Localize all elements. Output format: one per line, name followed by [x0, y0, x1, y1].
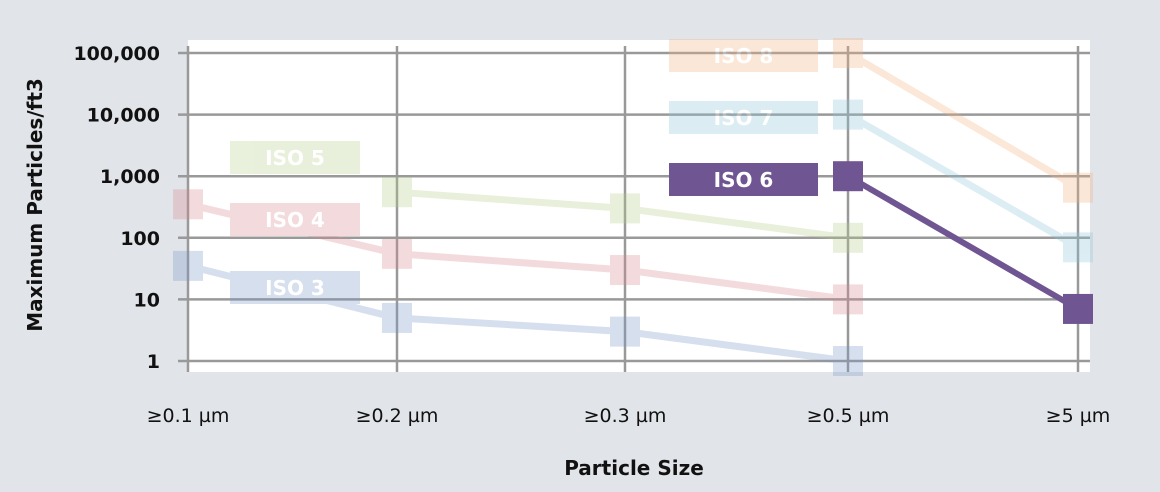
legend-box	[669, 163, 818, 196]
series-line	[846, 173, 1080, 312]
x-tick-label: ≥0.5 µm	[807, 405, 890, 427]
data-point	[833, 222, 863, 253]
data-point	[833, 161, 863, 192]
series-iso-4: ISO 4	[173, 189, 863, 315]
y-tick-label: 100,000	[73, 43, 160, 65]
x-tick-labels: ≥0.1 µm ≥0.2 µm ≥0.3 µm ≥0.5 µm ≥5 µm	[147, 405, 1111, 427]
data-point	[1063, 232, 1093, 263]
y-tick-labels: 1 10 100 1,000 10,000 100,000	[73, 43, 160, 373]
data-point	[610, 193, 640, 224]
legend-label: ISO 3	[265, 276, 325, 300]
data-point	[610, 316, 640, 347]
series-line	[846, 49, 1080, 191]
x-tick-label: ≥0.2 µm	[356, 405, 439, 427]
legend-label: ISO 5	[265, 146, 325, 170]
data-point	[382, 302, 412, 333]
legend-box	[669, 101, 818, 134]
y-tick-label: 1	[147, 351, 160, 373]
data-point	[173, 189, 203, 220]
data-point	[610, 255, 640, 286]
y-tick-label: 1,000	[100, 166, 160, 188]
series-iso-8: ISO 8	[669, 38, 1093, 203]
data-point	[1063, 293, 1093, 324]
data-point	[833, 38, 863, 68]
series-line	[846, 111, 1080, 251]
y-tick-label: 100	[120, 228, 160, 250]
series-line	[187, 262, 849, 365]
legend-box	[669, 39, 818, 72]
legend-label: ISO 7	[714, 106, 774, 130]
legend-box	[230, 141, 360, 174]
x-tick-label: ≥0.1 µm	[147, 405, 230, 427]
y-axis-label: Maximum Particles/ft3	[23, 78, 47, 332]
series-line	[187, 200, 849, 303]
data-point	[382, 177, 412, 208]
legend-label: ISO 8	[714, 44, 774, 68]
x-axis-label: Particle Size	[564, 456, 704, 480]
data-point	[1063, 172, 1093, 203]
series-iso-3: ISO 3	[173, 250, 863, 376]
series-iso-7: ISO 7	[669, 99, 1093, 263]
data-point	[833, 284, 863, 315]
data-point	[173, 250, 203, 281]
series-iso-6: ISO 6	[669, 161, 1093, 324]
y-tick-label: 10	[134, 289, 160, 311]
legend-box	[230, 271, 360, 304]
x-tick-label: ≥0.3 µm	[584, 405, 667, 427]
data-point	[833, 346, 863, 376]
series-iso-5: ISO 5	[230, 141, 863, 253]
plot-area	[188, 40, 1090, 372]
data-point	[833, 99, 863, 130]
legend-box	[230, 203, 360, 236]
legend-label: ISO 6	[714, 168, 774, 192]
series-group: ISO 3 ISO 4 ISO 5 ISO 7 ISO 8 ISO 6	[173, 38, 1093, 376]
legend-label: ISO 4	[265, 208, 325, 232]
series-line	[396, 188, 849, 242]
x-tick-label: ≥5 µm	[1046, 405, 1111, 427]
data-point	[382, 238, 412, 269]
y-tick-label: 10,000	[87, 105, 160, 127]
